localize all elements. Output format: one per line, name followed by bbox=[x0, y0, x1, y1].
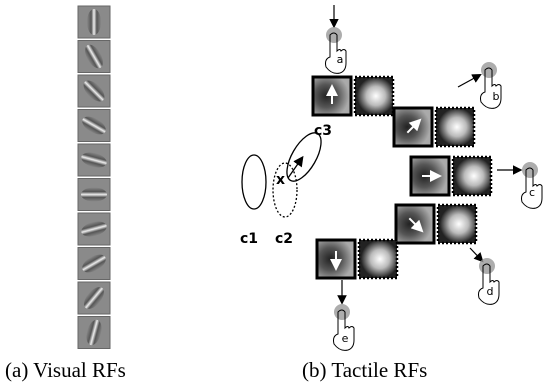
gabor bbox=[81, 188, 107, 202]
caption: (a) Visual RFs bbox=[5, 358, 126, 382]
rf-inhibitory bbox=[453, 157, 491, 195]
touch-label: e bbox=[342, 332, 349, 345]
rf-inhibitory bbox=[355, 77, 393, 115]
ellipse-label: c2 bbox=[275, 231, 293, 247]
touch-label: b bbox=[493, 90, 500, 103]
tactile-rfs: a b c d e bbox=[313, 5, 542, 350]
caption: (b) Tactile RFs bbox=[302, 358, 427, 382]
gabor bbox=[87, 9, 101, 35]
rf-inhibitory bbox=[359, 240, 397, 278]
ellipse-label: c1 bbox=[240, 231, 258, 247]
touch-label: c bbox=[529, 186, 535, 199]
rf-inhibitory bbox=[436, 108, 474, 146]
visual-patch bbox=[78, 41, 110, 73]
visual-patch bbox=[78, 110, 110, 142]
contact-point bbox=[481, 62, 497, 78]
touch-label: d bbox=[487, 285, 494, 298]
visual-patch bbox=[78, 213, 110, 245]
rf-inhibitory bbox=[438, 205, 476, 243]
touch-arrow bbox=[458, 75, 480, 87]
visual-patch bbox=[78, 248, 110, 280]
ellipse-c1 bbox=[242, 155, 266, 209]
touch-arrow bbox=[470, 248, 482, 261]
contact-point bbox=[522, 162, 538, 178]
contact-point bbox=[479, 258, 495, 274]
shift-arrow bbox=[288, 158, 302, 178]
touch-label: a bbox=[337, 53, 344, 66]
ellipse-label: c3 bbox=[314, 123, 332, 139]
visual-patch bbox=[78, 179, 110, 211]
contact-point bbox=[334, 304, 350, 320]
patch-pattern bbox=[87, 9, 101, 35]
visual-patch bbox=[78, 6, 110, 38]
visual-patch bbox=[78, 144, 110, 176]
visual-rfs bbox=[78, 6, 110, 349]
visual-patch bbox=[78, 317, 110, 349]
patch-pattern bbox=[81, 188, 107, 202]
figure: c1 c2 c3 x a b c d e (a) Visual RFs (b) Tact… bbox=[0, 0, 546, 387]
contact-point bbox=[326, 27, 342, 43]
visual-patch bbox=[78, 75, 110, 107]
visual-patch bbox=[78, 282, 110, 314]
point-label: x bbox=[276, 172, 285, 188]
